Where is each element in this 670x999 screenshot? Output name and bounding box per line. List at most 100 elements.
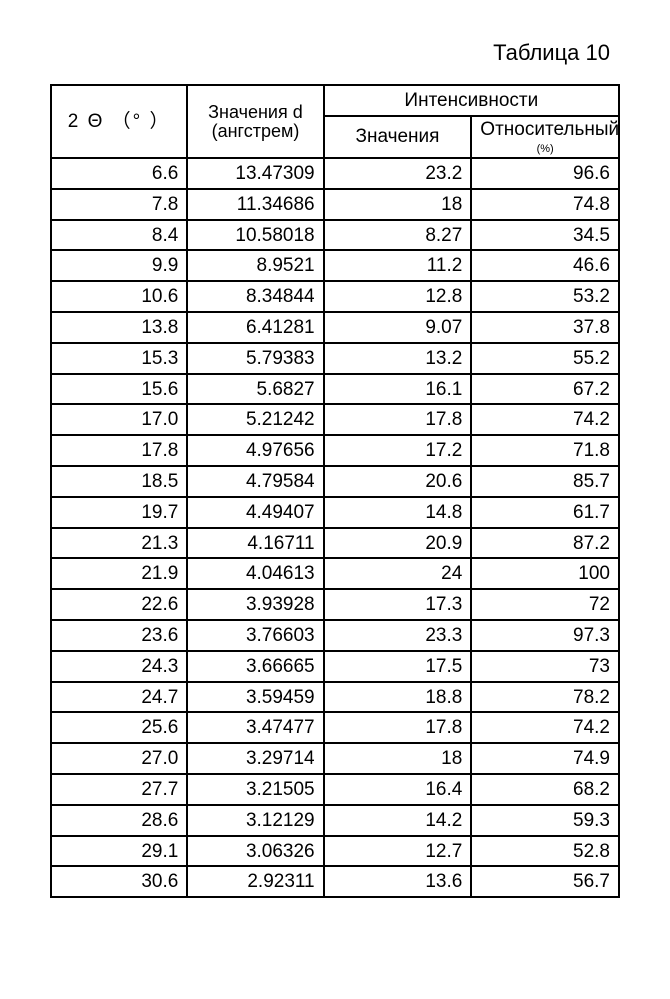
cell-val: 24	[324, 558, 472, 589]
table-body: 6.613.4730923.296.67.811.346861874.88.41…	[51, 158, 619, 897]
cell-d: 3.66665	[187, 651, 323, 682]
table-row: 17.84.9765617.271.8	[51, 435, 619, 466]
cell-rel: 71.8	[471, 435, 619, 466]
cell-val: 16.4	[324, 774, 472, 805]
cell-d: 3.06326	[187, 836, 323, 867]
cell-d: 5.21242	[187, 404, 323, 435]
cell-val: 20.6	[324, 466, 472, 497]
table-row: 29.13.0632612.752.8	[51, 836, 619, 867]
cell-d: 4.79584	[187, 466, 323, 497]
cell-rel: 46.6	[471, 250, 619, 281]
cell-theta: 15.6	[51, 374, 187, 405]
table-row: 21.34.1671120.987.2	[51, 528, 619, 559]
cell-theta: 17.0	[51, 404, 187, 435]
table-row: 19.74.4940714.861.7	[51, 497, 619, 528]
cell-val: 13.6	[324, 866, 472, 897]
cell-val: 18	[324, 189, 472, 220]
table-row: 22.63.9392817.372	[51, 589, 619, 620]
cell-theta: 29.1	[51, 836, 187, 867]
table-title: Таблица 10	[50, 40, 610, 66]
cell-rel: 56.7	[471, 866, 619, 897]
cell-theta: 23.6	[51, 620, 187, 651]
cell-d: 3.29714	[187, 743, 323, 774]
cell-theta: 19.7	[51, 497, 187, 528]
cell-theta: 28.6	[51, 805, 187, 836]
table-row: 27.03.297141874.9	[51, 743, 619, 774]
cell-val: 13.2	[324, 343, 472, 374]
cell-rel: 78.2	[471, 682, 619, 713]
cell-theta: 15.3	[51, 343, 187, 374]
cell-rel: 100	[471, 558, 619, 589]
table-row: 27.73.2150516.468.2	[51, 774, 619, 805]
header-relative-unit: (%)	[537, 143, 554, 155]
cell-rel: 74.2	[471, 712, 619, 743]
cell-rel: 97.3	[471, 620, 619, 651]
header-values: Значения	[324, 116, 472, 158]
cell-d: 13.47309	[187, 158, 323, 189]
table-row: 21.94.0461324100	[51, 558, 619, 589]
cell-val: 23.2	[324, 158, 472, 189]
header-relative-label: Относительный	[480, 119, 619, 140]
table-row: 17.05.2124217.874.2	[51, 404, 619, 435]
cell-rel: 74.2	[471, 404, 619, 435]
table-row: 24.33.6666517.573	[51, 651, 619, 682]
cell-theta: 24.3	[51, 651, 187, 682]
cell-val: 18	[324, 743, 472, 774]
cell-d: 3.59459	[187, 682, 323, 713]
cell-d: 2.92311	[187, 866, 323, 897]
cell-d: 3.93928	[187, 589, 323, 620]
cell-theta: 25.6	[51, 712, 187, 743]
table-row: 13.86.412819.0737.8	[51, 312, 619, 343]
cell-rel: 74.8	[471, 189, 619, 220]
cell-rel: 73	[471, 651, 619, 682]
cell-val: 20.9	[324, 528, 472, 559]
cell-theta: 18.5	[51, 466, 187, 497]
cell-val: 11.2	[324, 250, 472, 281]
table-row: 10.68.3484412.853.2	[51, 281, 619, 312]
cell-rel: 68.2	[471, 774, 619, 805]
cell-val: 17.3	[324, 589, 472, 620]
cell-theta: 7.8	[51, 189, 187, 220]
cell-d: 8.9521	[187, 250, 323, 281]
cell-theta: 27.7	[51, 774, 187, 805]
cell-d: 4.04613	[187, 558, 323, 589]
cell-rel: 59.3	[471, 805, 619, 836]
cell-rel: 55.2	[471, 343, 619, 374]
table-row: 30.62.9231113.656.7	[51, 866, 619, 897]
table-row: 25.63.4747717.874.2	[51, 712, 619, 743]
table-row: 28.63.1212914.259.3	[51, 805, 619, 836]
cell-theta: 13.8	[51, 312, 187, 343]
cell-val: 9.07	[324, 312, 472, 343]
cell-theta: 24.7	[51, 682, 187, 713]
cell-rel: 34.5	[471, 220, 619, 251]
cell-d: 4.49407	[187, 497, 323, 528]
cell-d: 3.47477	[187, 712, 323, 743]
cell-val: 23.3	[324, 620, 472, 651]
cell-d: 3.21505	[187, 774, 323, 805]
cell-rel: 37.8	[471, 312, 619, 343]
cell-theta: 22.6	[51, 589, 187, 620]
header-intensities: Интенсивности	[324, 85, 619, 116]
cell-theta: 21.3	[51, 528, 187, 559]
header-d: Значения d (ангстрем)	[187, 85, 323, 158]
table-row: 18.54.7958420.685.7	[51, 466, 619, 497]
xrd-table: 2 Θ （° ） Значения d (ангстрем) Интенсивн…	[50, 84, 620, 898]
cell-d: 4.16711	[187, 528, 323, 559]
cell-rel: 52.8	[471, 836, 619, 867]
cell-val: 14.2	[324, 805, 472, 836]
table-row: 6.613.4730923.296.6	[51, 158, 619, 189]
cell-val: 17.5	[324, 651, 472, 682]
header-theta: 2 Θ （° ）	[51, 85, 187, 158]
cell-d: 4.97656	[187, 435, 323, 466]
cell-val: 14.8	[324, 497, 472, 528]
cell-theta: 8.4	[51, 220, 187, 251]
cell-d: 3.12129	[187, 805, 323, 836]
cell-rel: 53.2	[471, 281, 619, 312]
table-row: 15.35.7938313.255.2	[51, 343, 619, 374]
cell-rel: 74.9	[471, 743, 619, 774]
cell-val: 17.8	[324, 404, 472, 435]
cell-rel: 61.7	[471, 497, 619, 528]
cell-theta: 17.8	[51, 435, 187, 466]
cell-d: 8.34844	[187, 281, 323, 312]
cell-d: 11.34686	[187, 189, 323, 220]
